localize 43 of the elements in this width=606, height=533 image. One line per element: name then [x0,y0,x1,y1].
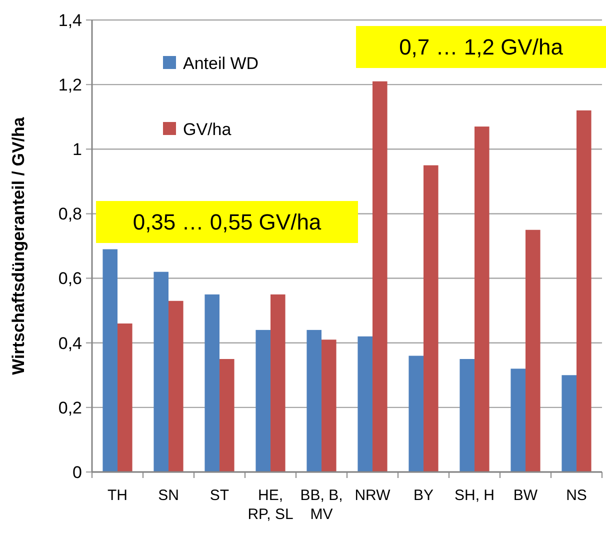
y-tick-label: 0,6 [58,269,82,288]
x-tick-label: NS [566,487,587,504]
bar [168,300,184,472]
y-tick-label: 1,4 [58,10,82,30]
bar [358,336,372,472]
bar [562,375,576,472]
bar [526,230,540,472]
y-tick-label: 1 [72,140,82,160]
bar [102,249,118,472]
x-tick-label: SH, H [454,487,495,504]
bar [220,359,234,472]
y-tick-label: 0,4 [58,334,82,353]
bar [424,165,438,472]
x-tick-label: BY [413,487,434,504]
bar [510,368,526,472]
legend-label: Anteil WD [183,54,259,73]
legend-label: GV/ha [183,120,232,139]
annotation: 0,35 … 0,55 GV/ha [132,210,322,235]
bar [118,323,132,472]
bar [270,294,286,472]
x-tick-label: HE, RP, SL [248,487,294,523]
x-tick-label: TH [108,487,128,504]
x-tick-label: BB, B, MV [300,487,343,523]
x-tick-label: SN [158,487,179,504]
bar [474,126,490,472]
y-tick-label: 1,2 [58,76,82,95]
y-axis-title: Wirtschaftsdüngeranteil / GV/ha [9,116,28,375]
y-tick-label: 0,2 [58,398,82,418]
bar [256,330,270,472]
bar [372,81,388,472]
annotation: 0,7 … 1,2 GV/ha [399,34,564,60]
y-tick-label: 0,8 [58,204,82,224]
bar [154,272,168,472]
x-tick-label: BW [513,487,538,504]
bar [322,340,336,472]
bar [408,356,424,472]
bar [460,359,474,472]
bar [306,330,322,472]
bar [576,110,592,472]
y-tick-label: 0 [72,462,82,482]
x-tick-label: ST [210,487,230,504]
bar [204,294,220,472]
x-tick-label: NRW [354,487,392,504]
